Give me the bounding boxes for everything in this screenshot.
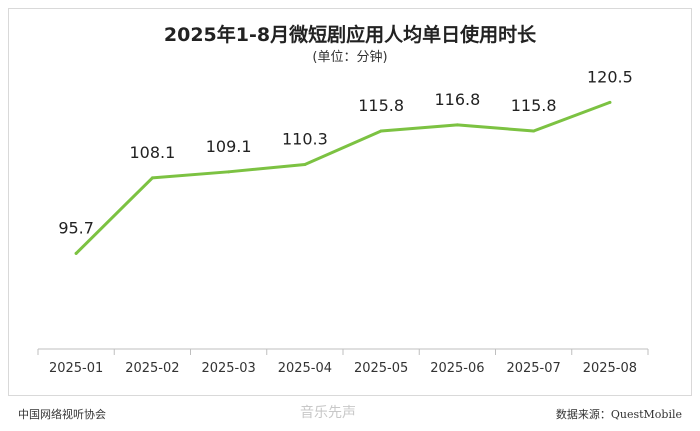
- line-chart: 2025-01 2025-02 2025-03 2025-04 2025-05 2025-…: [37, 67, 649, 376]
- x-tick-label: 2025-07: [506, 361, 560, 376]
- x-tick-label: 2025-02: [125, 361, 179, 376]
- data-label: 108.1: [129, 143, 175, 162]
- data-point: [227, 170, 231, 174]
- x-tick-label: 2025-08: [583, 361, 637, 376]
- data-label: 115.8: [511, 96, 557, 115]
- data-point: [303, 163, 307, 167]
- data-point: [74, 251, 78, 255]
- series-line: [74, 100, 612, 255]
- x-tick-label: 2025-06: [430, 361, 484, 376]
- data-point: [608, 100, 612, 104]
- source-left: 中国网络视听协会: [18, 408, 106, 421]
- x-tick-label: 2025-01: [49, 361, 103, 376]
- x-tick-label: 2025-04: [278, 361, 332, 376]
- data-point: [455, 123, 459, 127]
- data-label: 120.5: [587, 67, 633, 86]
- data-label: 95.7: [58, 218, 94, 237]
- data-label: 116.8: [434, 90, 480, 109]
- data-point: [532, 129, 536, 133]
- data-point: [379, 129, 383, 133]
- x-tick-label: 2025-05: [354, 361, 408, 376]
- data-label: 110.3: [282, 130, 328, 149]
- x-tick-label: 2025-03: [201, 361, 255, 376]
- watermark: 音乐先声: [300, 405, 356, 421]
- data-label: 109.1: [206, 137, 252, 156]
- data-label: 115.8: [358, 96, 404, 115]
- source-right: 数据来源：QuestMobile: [555, 408, 682, 421]
- chart-title: 2025年1-8月微短剧应用人均单日使用时长: [163, 24, 537, 46]
- data-point: [150, 176, 154, 180]
- chart-frame: [8, 8, 692, 396]
- chart-subtitle: (单位：分钟): [312, 50, 388, 65]
